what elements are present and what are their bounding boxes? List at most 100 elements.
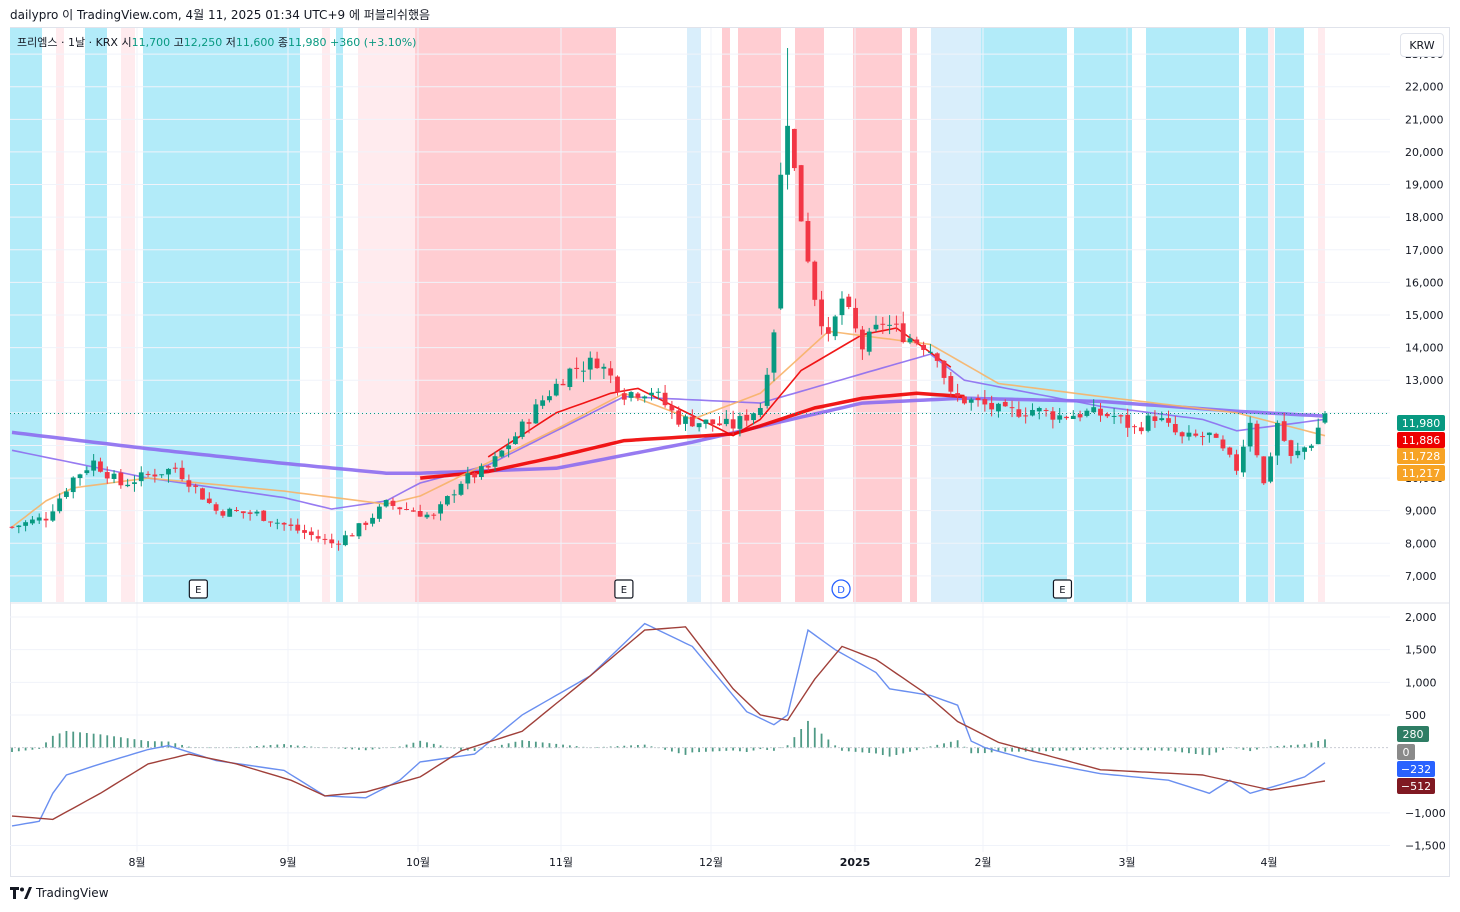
candle-body: [70, 477, 76, 493]
symbol-name[interactable]: 프리엠스 · 1날 · KRX: [17, 36, 118, 49]
macd-hist-bar: [528, 740, 530, 748]
macd-hist-bar: [1065, 747, 1068, 751]
candle-body: [1247, 422, 1253, 447]
candle-body: [1268, 456, 1273, 482]
macd-hist-bar: [174, 743, 177, 748]
macd-axis-tick: −1,000: [1405, 807, 1446, 820]
dividend-marker[interactable]: D: [831, 579, 851, 599]
candle-body: [288, 524, 294, 526]
macd-hist-bar: [963, 746, 966, 748]
macd-hist-bar: [228, 747, 231, 749]
candle-body: [125, 484, 131, 487]
earnings-marker[interactable]: E: [188, 579, 208, 599]
macd-hist-bar: [562, 744, 564, 748]
macd-hist-bar: [1113, 747, 1116, 750]
macd-hist-bar: [759, 747, 762, 750]
candle-body: [451, 494, 457, 496]
candle-body: [526, 422, 532, 424]
macd-hist-bar: [1181, 747, 1184, 753]
candle-body: [1091, 407, 1097, 413]
macd-hist-bar: [881, 747, 884, 756]
candle-body: [962, 396, 967, 404]
macd-axis-tick: −1,500: [1405, 839, 1446, 852]
candle-body: [1138, 427, 1144, 432]
earnings-marker[interactable]: E: [614, 579, 634, 599]
candle-body: [894, 323, 899, 325]
earnings-marker[interactable]: E: [1052, 579, 1073, 599]
price-tag: 11,980: [1397, 415, 1445, 431]
candle-body: [1132, 426, 1137, 428]
candle-body: [404, 509, 409, 511]
macd-hist-bar: [943, 743, 945, 748]
macd-hist-bar: [92, 733, 95, 748]
moving-average-line: [420, 391, 965, 480]
macd-tag-label: 0: [1403, 746, 1410, 759]
candle-body: [268, 521, 273, 523]
macd-hist-bar: [1317, 740, 1320, 748]
currency-button[interactable]: KRW: [1400, 33, 1444, 57]
macd-hist-bar: [630, 745, 632, 748]
candle-body: [540, 400, 546, 406]
candle-body: [887, 324, 893, 326]
low-value: 11,600: [235, 36, 275, 49]
macd-hist-bar: [800, 729, 803, 748]
macd-hist-bar: [745, 747, 748, 752]
price-tag-bg: [1397, 415, 1445, 431]
macd-hist-bar: [834, 745, 837, 748]
price-tag-bg: [1397, 448, 1445, 464]
macd-hist-bar: [500, 744, 503, 748]
price-axis-tick: 13,000: [1405, 374, 1444, 387]
macd-hist-bar: [1303, 744, 1306, 748]
tradingview-logo[interactable]: TradingView: [10, 886, 109, 900]
macd-hist-bar: [432, 743, 435, 748]
candle-body: [465, 473, 471, 484]
candle-body: [349, 535, 355, 537]
macd-hist-bar: [1011, 747, 1013, 752]
time-axis-tick: 3월: [1118, 856, 1135, 869]
candle-body: [744, 414, 750, 421]
macd-hist-bar: [650, 746, 653, 748]
macd-hist-bar: [235, 747, 238, 748]
macd-hist-bar: [868, 747, 871, 753]
macd-hist-bar: [426, 742, 428, 748]
candle-body: [206, 498, 212, 503]
macd-hist-bar: [1079, 747, 1081, 751]
candle-body: [1084, 410, 1090, 416]
candle-body: [751, 413, 756, 421]
high-label: 고: [173, 36, 184, 49]
macd-hist-bar: [779, 747, 782, 749]
candle-body: [560, 383, 566, 386]
candle-body: [601, 366, 607, 369]
publish-caption: dailypro 이 TradingView.com, 4월 11, 2025 …: [10, 8, 431, 22]
macd-hist-bar: [249, 746, 252, 748]
macd-hist-bar: [677, 747, 680, 754]
candle-body: [179, 467, 185, 480]
macd-hist-bar: [1120, 747, 1122, 750]
macd-hist-bar: [609, 746, 612, 748]
macd-hist-bar: [568, 745, 571, 748]
macd-hist-bar: [358, 747, 360, 750]
macd-hist-bar: [793, 737, 796, 748]
candle-body: [383, 500, 389, 507]
candle-body: [968, 399, 974, 403]
candle-body: [1240, 446, 1246, 473]
macd-hist-bar: [698, 747, 701, 753]
macd-hist-bar: [1310, 742, 1313, 748]
candle-body: [172, 467, 178, 469]
candle-body: [492, 456, 498, 467]
candle-body: [458, 483, 464, 495]
macd-hist-bar: [521, 740, 524, 748]
macd-hist-bar: [17, 747, 20, 752]
candle-body: [669, 405, 675, 411]
macd-hist-bar: [160, 741, 163, 748]
candle-body: [132, 482, 137, 484]
candle-body: [791, 128, 797, 169]
candle-body: [737, 416, 743, 429]
macd-hist-bar: [392, 747, 394, 748]
macd-hist-bar: [405, 744, 408, 748]
candle-body: [921, 344, 927, 351]
candle-body: [16, 525, 22, 528]
macd-hist-bar: [153, 741, 156, 748]
macd-hist-bar: [269, 745, 272, 748]
